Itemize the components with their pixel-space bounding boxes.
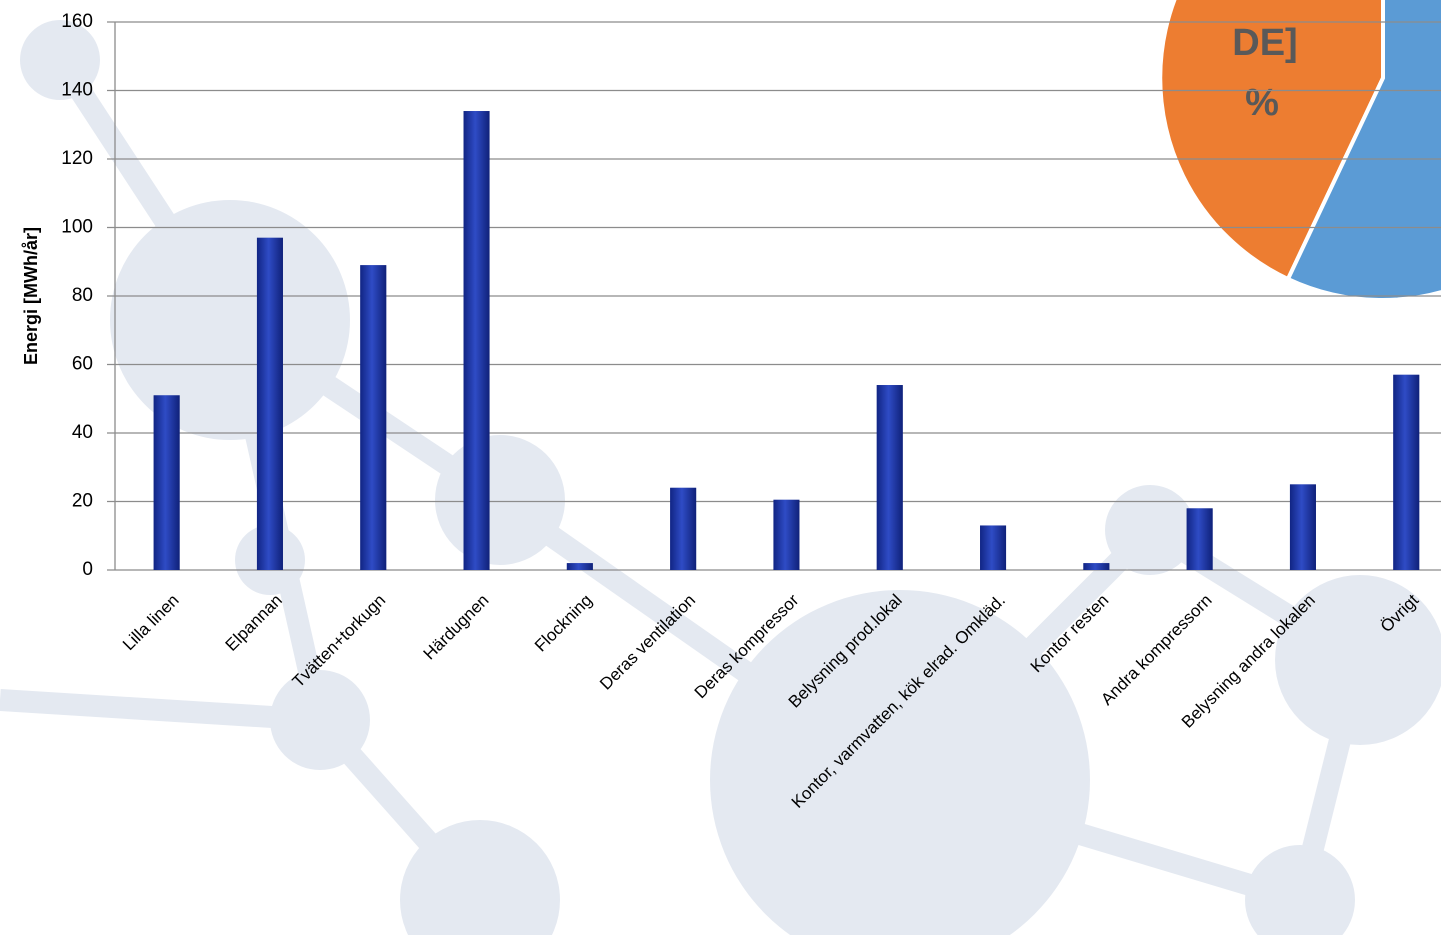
bar-shine xyxy=(256,237,283,570)
bar-shine xyxy=(670,487,697,570)
bar-shine xyxy=(876,385,903,570)
x-tick-label: Flockning xyxy=(531,591,596,656)
bar-shine xyxy=(360,265,387,570)
pie-fragment: DE] % xyxy=(1158,0,1441,302)
y-tick-label: 20 xyxy=(72,491,93,512)
y-tick-label: 120 xyxy=(61,148,93,169)
pie-text: DE] xyxy=(1232,22,1297,64)
y-tick-label: 40 xyxy=(72,422,93,443)
x-tick-label: Andra kompressorn xyxy=(1097,591,1215,709)
bar-shine xyxy=(153,395,180,570)
bar-shine xyxy=(773,499,800,570)
y-axis-title: Energi [MWh/år] xyxy=(21,227,41,365)
pie-slice xyxy=(1158,0,1385,282)
x-tick-label: Elpannan xyxy=(222,591,286,655)
bar-shine xyxy=(463,111,490,571)
pie-slice xyxy=(1285,0,1441,302)
bar-shine xyxy=(1186,508,1213,570)
y-tick-label: 0 xyxy=(82,559,93,580)
y-tick-label: 100 xyxy=(61,217,93,238)
background-network xyxy=(0,20,1441,935)
bar-shine xyxy=(1393,374,1420,570)
x-tick-label: Lilla linen xyxy=(119,591,183,655)
pie-text: % xyxy=(1245,82,1279,124)
y-tick-label: 140 xyxy=(61,80,93,101)
bar-shine xyxy=(566,563,593,570)
x-tick-label: Härdugnen xyxy=(420,591,493,664)
y-tick-label: 60 xyxy=(72,354,93,375)
bar-shine xyxy=(1289,484,1316,570)
bar-shine xyxy=(980,525,1007,570)
bar-shine xyxy=(1083,563,1110,570)
y-tick-label: 80 xyxy=(72,285,93,306)
y-tick-label: 160 xyxy=(61,11,93,32)
